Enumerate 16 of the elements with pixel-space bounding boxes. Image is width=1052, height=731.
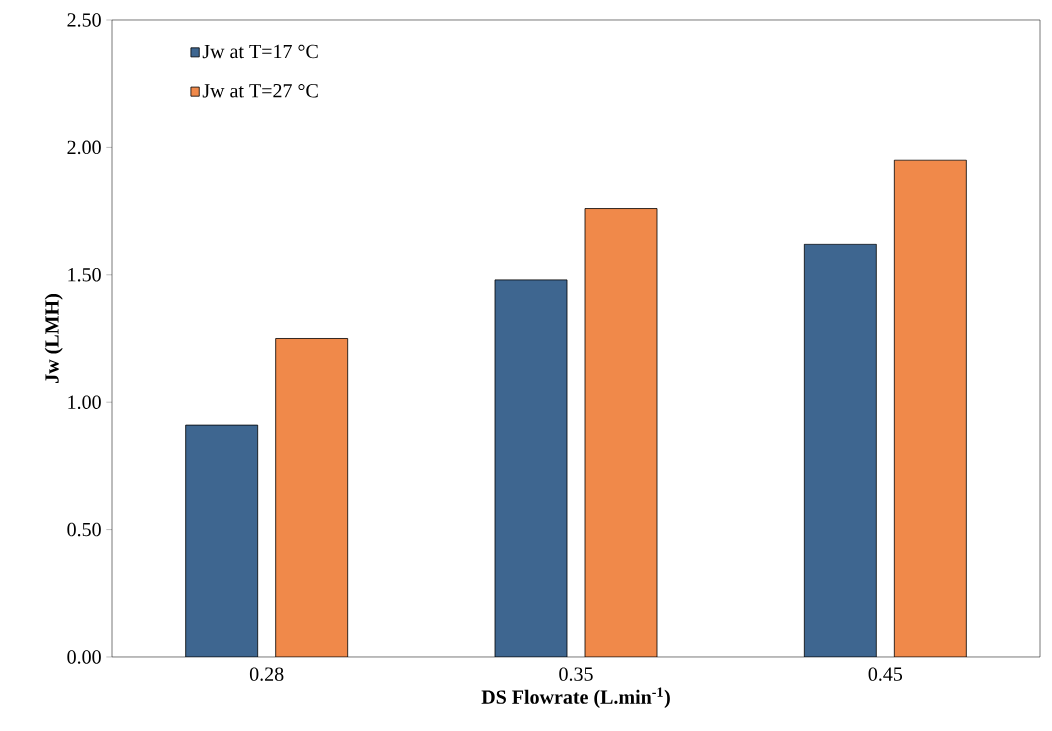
y-axis-title: Jw (LMH) — [44, 294, 63, 383]
y-tick-label: 2.50 — [67, 13, 101, 27]
y-tick-label: 1.50 — [68, 268, 101, 282]
bar — [185, 424, 259, 657]
legend-label: Jw at T=27 °C — [202, 84, 318, 98]
legend-label: Jw at T=17 °C — [202, 44, 318, 59]
y-tick-label: 0.50 — [67, 522, 101, 537]
x-tick-label: 0.35 — [559, 667, 593, 681]
y-tick-label: 1.00 — [68, 395, 101, 409]
x-axis-title: DS Flowrate (L.min$^{-1}$) — [481, 687, 670, 708]
bar — [803, 243, 877, 657]
x-tick-label: 0.28 — [249, 667, 284, 681]
x-tick-label: 0.45 — [868, 667, 903, 681]
y-tick-label: 2.00 — [67, 140, 101, 155]
bar — [494, 279, 568, 657]
y-tick-label: 0.00 — [67, 650, 101, 664]
